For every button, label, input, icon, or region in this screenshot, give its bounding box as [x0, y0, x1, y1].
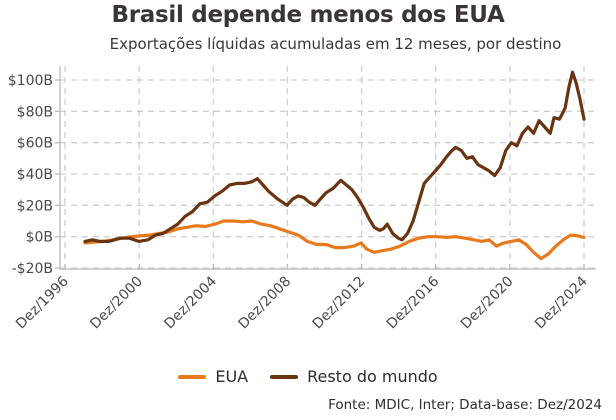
- x-tick-label: Dez/1996: [13, 273, 72, 332]
- y-tick-label: -$20B: [12, 261, 53, 277]
- chart-title: Brasil depende menos dos EUA: [111, 2, 505, 28]
- source-note: Fonte: MDIC, Inter; Data-base: Dez/2024: [328, 397, 602, 413]
- legend-label-resto-do-mundo: Resto do mundo: [307, 367, 438, 386]
- legend-item-resto-do-mundo[interactable]: Resto do mundo: [270, 367, 438, 386]
- chart-subtitle: Exportações líquidas acumuladas em 12 me…: [109, 35, 562, 53]
- series-lines: [83, 70, 586, 261]
- y-axis-ticks: $100B $80B $60B $40B $20B $0B -$20B: [8, 73, 60, 277]
- legend-swatch-eua: [178, 374, 207, 379]
- y-tick-label: $40B: [17, 167, 53, 183]
- y-tick-label: $20B: [17, 198, 53, 214]
- x-axis-ticks: Dez/1996 Dez/2000 Dez/2004 Dez/2008 Dez/2012…: [13, 264, 591, 332]
- x-tick-label: Dez/2024: [532, 273, 591, 332]
- y-tick-label: $0B: [26, 230, 53, 246]
- series-line-resto-do-mundo: [83, 70, 586, 243]
- x-tick-label: Dez/2004: [161, 273, 220, 332]
- gridlines: [60, 66, 596, 269]
- x-tick-label: Dez/2012: [310, 274, 369, 333]
- legend-item-eua[interactable]: EUA: [178, 367, 248, 386]
- x-tick-label: Dez/2008: [236, 274, 295, 333]
- y-tick-label: $60B: [17, 136, 53, 152]
- x-tick-label: Dez/2020: [458, 274, 517, 333]
- y-tick-label: $100B: [8, 73, 53, 89]
- y-tick-label: $80B: [17, 104, 53, 120]
- legend: EUA Resto do mundo: [0, 367, 616, 386]
- line-chart: $100B$80B$60B$40B$20B$0B-$20B Dez/1996 De…: [8, 66, 596, 332]
- axes: [59, 66, 596, 270]
- x-tick-label: Dez/2000: [87, 274, 146, 333]
- x-tick-label: Dez/2016: [384, 273, 443, 332]
- legend-swatch-resto-do-mundo: [270, 374, 299, 379]
- series-line-eua: [83, 219, 586, 261]
- legend-label-eua: EUA: [215, 367, 249, 386]
